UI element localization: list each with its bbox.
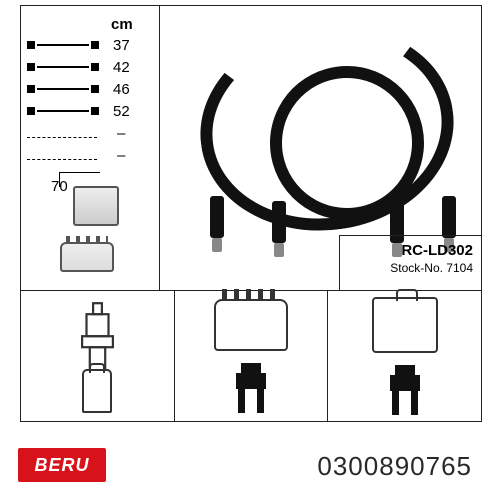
cable-icon [27,107,99,115]
brand-logo: BERU [18,448,106,482]
cable-icon [27,41,99,49]
cable-dash-icon [27,159,97,160]
connector-icon [388,365,422,415]
cable-plug [442,196,456,238]
distributor-cap-icon [214,299,288,351]
icon-cell [175,291,329,421]
boot-icon [82,369,112,413]
stock-label: Stock-No. [390,261,443,275]
cable-row: – [27,146,125,164]
cable-length: 46 [113,81,130,98]
label-box: RC-LD302 Stock-No. 7104 [339,235,481,290]
stock-number: Stock-No. 7104 [348,261,473,275]
cable-row: 42 [27,58,130,76]
model-code: RC-LD302 [348,242,473,259]
cable-length: – [117,125,125,142]
coil-length: 70 [51,178,68,195]
cm-header: cm [111,16,133,33]
cable-plug [272,201,286,243]
connector-icons-row [21,290,481,421]
cable-plug [210,196,224,238]
cable-row: 46 [27,80,130,98]
product-diagram: cm 37 42 46 52 – – 70 [20,5,482,422]
cable-row: 37 [27,36,130,54]
icon-cell [328,291,481,421]
connector-icon [234,363,268,413]
cable-length: 37 [113,37,130,54]
cable-icon [27,85,99,93]
cable-row: 52 [27,102,130,120]
cable-length: 52 [113,103,130,120]
cable-length: – [117,147,125,164]
cable-icon [27,63,99,71]
ignition-coil-icon [73,186,119,226]
icon-cell [21,291,175,421]
stock-value: 7104 [446,261,473,275]
ignition-coil-icon [372,297,438,353]
cable-dash-icon [27,137,97,138]
part-number: 0300890765 [317,451,472,482]
distributor-cap-icon [56,234,114,274]
cable-length: 42 [113,59,130,76]
cable-row: – [27,124,125,142]
spec-panel: cm 37 42 46 52 – – 70 [21,6,160,291]
